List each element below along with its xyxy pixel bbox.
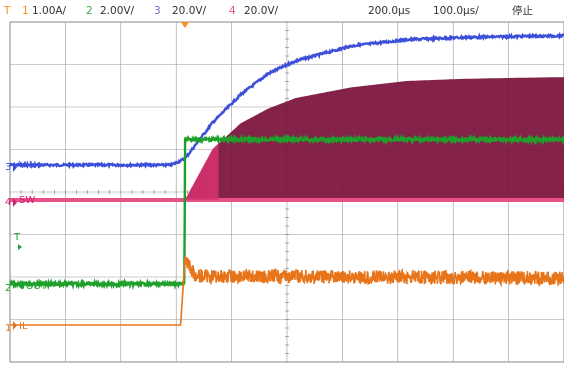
ch1-marker-arrow-icon <box>13 321 17 330</box>
ch3-marker-label: VIN <box>19 160 36 171</box>
ch4-marker-num: 4 <box>5 197 11 208</box>
vout-trace-line <box>9 133 564 291</box>
ch2-marker-arrow-icon <box>13 280 17 289</box>
trigger-level-label: T <box>13 232 21 243</box>
ch2-num: 2 <box>86 5 93 17</box>
status-bar: T 1 1.00A/ 2 2.00V/ 3 20.0V/ 4 20.0V/ 20… <box>0 0 564 22</box>
trace-vin <box>9 32 564 170</box>
ch4-num: 4 <box>229 5 236 17</box>
ch1-num: 1 <box>22 5 29 17</box>
traces <box>9 32 564 326</box>
il-trace-line <box>10 256 564 326</box>
ch1-marker-label: IL <box>19 321 28 332</box>
channel-markers: 3 VIN 4 SW T 2 VOUT 1 IL <box>5 160 48 334</box>
ch2-scale: 2.00V/ <box>100 5 135 17</box>
time-offset: 100.0μs/ <box>433 5 479 17</box>
timebase: 200.0μs <box>368 5 411 17</box>
ch4-marker-label: SW <box>19 195 35 206</box>
vin-trace-line <box>9 32 564 170</box>
ch2-marker-label: VOUT <box>19 281 48 292</box>
ch3-marker-num: 3 <box>5 162 11 173</box>
trigger-level-arrow-icon <box>18 244 22 250</box>
ch1-marker-num: 1 <box>5 323 11 334</box>
trace-vout <box>9 133 564 291</box>
ch3-num: 3 <box>154 5 161 17</box>
ch4-marker-arrow-icon <box>13 198 17 207</box>
ch2-marker-num: 2 <box>5 283 11 294</box>
ch1-scale: 1.00A/ <box>32 5 67 17</box>
ch4-scale: 20.0V/ <box>244 5 279 17</box>
ch3-scale: 20.0V/ <box>172 5 207 17</box>
trigger-position-icon <box>181 22 189 28</box>
trace-il <box>10 256 564 326</box>
run-state: 停止 <box>512 5 533 17</box>
trigger-t-icon: T <box>4 5 11 17</box>
ch3-marker-arrow-icon <box>13 163 17 172</box>
